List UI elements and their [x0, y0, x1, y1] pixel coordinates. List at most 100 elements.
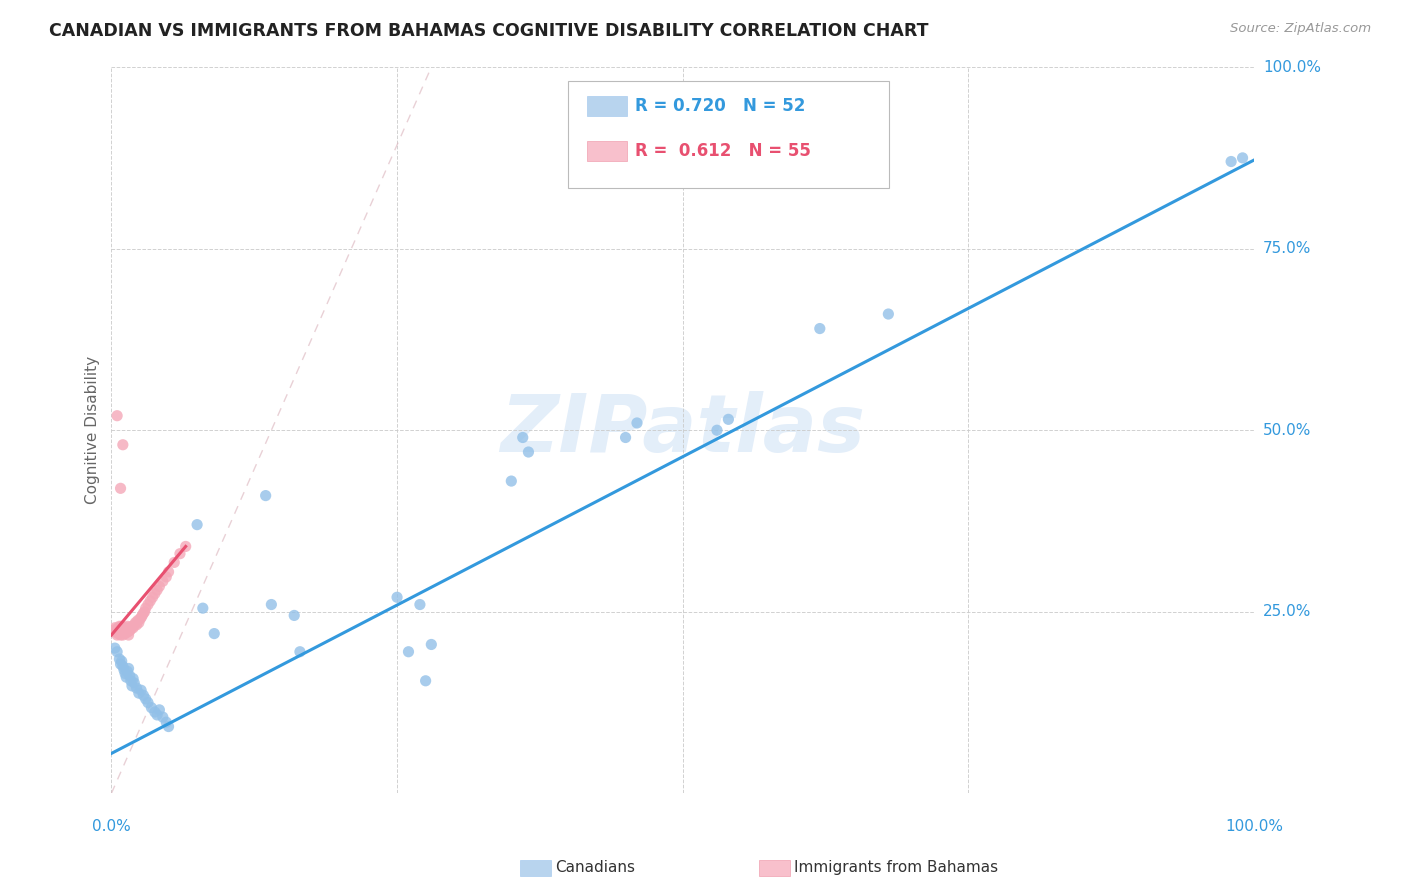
Point [143, 705, 166, 719]
Point [128, 686, 150, 700]
Text: 100.0%: 100.0% [1263, 60, 1322, 75]
Point [125, 618, 148, 632]
Point [105, 645, 128, 659]
Point [110, 628, 132, 642]
Point [877, 307, 900, 321]
Point [1232, 151, 1254, 165]
Point [409, 598, 432, 612]
Point [174, 540, 197, 554]
Point [512, 430, 534, 444]
Point [110, 623, 132, 637]
Text: ZIPatlas: ZIPatlas [501, 392, 865, 469]
Point [120, 673, 142, 688]
Point [1220, 154, 1243, 169]
Point [114, 626, 136, 640]
Point [117, 628, 139, 642]
Point [155, 570, 177, 584]
Point [103, 623, 125, 637]
Point [127, 614, 149, 628]
Point [132, 606, 155, 620]
Point [135, 601, 157, 615]
Point [105, 628, 128, 642]
Point [124, 615, 146, 630]
Point [163, 556, 186, 570]
Point [111, 625, 134, 640]
Point [157, 565, 180, 579]
Point [398, 645, 420, 659]
Point [706, 423, 728, 437]
Point [122, 676, 145, 690]
Point [129, 683, 152, 698]
Point [122, 618, 145, 632]
Point [141, 700, 163, 714]
Point [115, 625, 138, 640]
Point [148, 579, 170, 593]
Point [122, 672, 145, 686]
Point [260, 598, 283, 612]
Point [517, 445, 540, 459]
Point [111, 659, 134, 673]
Text: 50.0%: 50.0% [1263, 423, 1312, 438]
Point [104, 625, 127, 640]
Point [111, 619, 134, 633]
Point [110, 481, 132, 495]
Point [117, 624, 139, 638]
Point [111, 654, 134, 668]
Point [117, 619, 139, 633]
Point [283, 608, 305, 623]
Point [202, 626, 225, 640]
Point [108, 625, 131, 640]
Point [152, 574, 174, 589]
Point [112, 621, 135, 635]
Point [105, 623, 128, 637]
Point [104, 641, 127, 656]
Point [186, 517, 208, 532]
Point [152, 710, 174, 724]
Point [115, 670, 138, 684]
Point [107, 626, 129, 640]
Point [118, 669, 141, 683]
Point [420, 638, 443, 652]
Point [111, 622, 134, 636]
Text: 0.0%: 0.0% [91, 819, 131, 834]
Point [146, 707, 169, 722]
Point [157, 720, 180, 734]
Point [114, 666, 136, 681]
Text: Canadians: Canadians [555, 861, 636, 875]
Point [139, 594, 162, 608]
Point [141, 591, 163, 605]
Point [169, 547, 191, 561]
Point [118, 624, 141, 638]
Point [808, 321, 831, 335]
Point [128, 615, 150, 630]
Point [114, 622, 136, 636]
Point [626, 416, 648, 430]
Point [135, 692, 157, 706]
Point [129, 610, 152, 624]
Point [117, 661, 139, 675]
Text: 25.0%: 25.0% [1263, 604, 1312, 619]
Point [129, 612, 152, 626]
Point [105, 409, 128, 423]
Text: Source: ZipAtlas.com: Source: ZipAtlas.com [1230, 22, 1371, 36]
Point [614, 430, 637, 444]
Point [112, 663, 135, 677]
Point [148, 703, 170, 717]
Point [191, 601, 214, 615]
Point [117, 665, 139, 679]
Point [717, 412, 740, 426]
Point [120, 622, 142, 636]
Point [143, 587, 166, 601]
Point [146, 582, 169, 597]
Text: R = 0.720   N = 52: R = 0.720 N = 52 [636, 96, 806, 115]
Point [121, 619, 143, 633]
Point [112, 625, 135, 640]
Point [108, 619, 131, 633]
Point [121, 679, 143, 693]
Point [136, 598, 159, 612]
Point [104, 621, 127, 635]
Y-axis label: Cognitive Disability: Cognitive Disability [86, 356, 100, 504]
Point [110, 657, 132, 671]
Point [136, 696, 159, 710]
Point [134, 605, 156, 619]
